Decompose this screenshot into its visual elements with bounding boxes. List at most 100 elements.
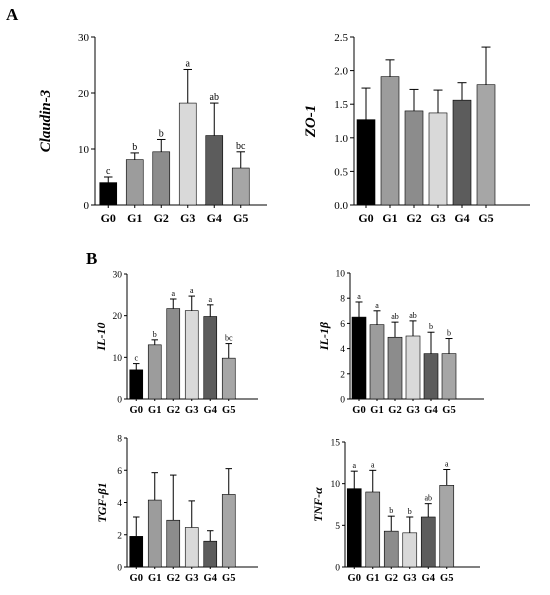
x-tick-label: G0 bbox=[358, 211, 373, 225]
bar bbox=[221, 494, 236, 568]
panel-label-b: B bbox=[86, 249, 97, 268]
significance-label: b bbox=[153, 330, 157, 339]
y-tick-label: 6 bbox=[340, 320, 345, 330]
significance-label: ab bbox=[210, 92, 219, 103]
y-tick-label: 4 bbox=[117, 499, 122, 509]
y-tick-label: 0 bbox=[335, 564, 340, 574]
y-tick-label: 2.5 bbox=[334, 32, 348, 44]
significance-label: a bbox=[171, 289, 175, 298]
y-tick-label: 20 bbox=[78, 88, 90, 100]
y-tick-label: 2.0 bbox=[334, 66, 348, 78]
y-tick-label: 30 bbox=[78, 32, 90, 44]
significance-label: a bbox=[375, 301, 379, 310]
bar bbox=[147, 499, 162, 568]
chart-2: 0.0 0.5 1.0 1.5 2.0 2.5 ZO-1 G0 G1 G2 G3 G4 G5 bbox=[303, 32, 530, 225]
x-tick-label: G5 bbox=[222, 573, 235, 584]
x-tick-label: G4 bbox=[454, 211, 469, 225]
x-tick-label: G0 bbox=[130, 573, 143, 584]
y-tick-label: 2 bbox=[340, 370, 345, 380]
x-tick-label: G2 bbox=[167, 573, 180, 584]
y-tick-label: 10 bbox=[336, 270, 346, 280]
bar bbox=[178, 102, 197, 206]
y-axis-label: ZO-1 bbox=[303, 105, 319, 139]
x-tick-label: G1 bbox=[148, 573, 161, 584]
x-tick-label: G0 bbox=[101, 211, 116, 225]
x-tick-label: G2 bbox=[167, 405, 180, 416]
bar bbox=[99, 182, 118, 206]
significance-label: a bbox=[357, 292, 361, 301]
x-tick-label: G3 bbox=[430, 211, 445, 225]
x-tick-label: G0 bbox=[348, 573, 361, 584]
significance-label: a bbox=[352, 461, 356, 470]
bar bbox=[439, 485, 455, 568]
y-tick-label: 0 bbox=[117, 564, 122, 574]
x-tick-label: G4 bbox=[422, 573, 436, 584]
x-tick-label: G5 bbox=[478, 211, 493, 225]
chart-4: 0 2 4 6 8 10 IL-1β G0 a G1 a G2 ab G3 ab G4 b G5 b bbox=[317, 270, 484, 416]
chart-1: 0 10 20 30 Claudin-3 G0 c G1 b G2 b G3 a G4 ab G5 bc bbox=[38, 32, 267, 225]
significance-label: ab bbox=[424, 494, 432, 503]
x-tick-label: G5 bbox=[233, 211, 248, 225]
bar bbox=[441, 353, 457, 400]
y-tick-label: 1.5 bbox=[334, 99, 348, 111]
bar bbox=[346, 488, 362, 568]
panel-label-a: A bbox=[6, 5, 19, 24]
bar bbox=[125, 159, 144, 206]
x-tick-label: G4 bbox=[204, 405, 218, 416]
x-tick-label: G1 bbox=[370, 405, 383, 416]
significance-label: a bbox=[208, 295, 212, 304]
x-tick-label: G4 bbox=[204, 573, 218, 584]
x-tick-label: G2 bbox=[388, 405, 401, 416]
y-tick-label: 2 bbox=[117, 531, 122, 541]
y-tick-label: 10 bbox=[78, 144, 90, 156]
significance-label: c bbox=[106, 166, 111, 177]
y-tick-label: 20 bbox=[113, 312, 123, 322]
x-tick-label: G5 bbox=[442, 405, 455, 416]
y-tick-label: 5 bbox=[335, 522, 340, 532]
bar bbox=[203, 316, 218, 400]
y-tick-label: 8 bbox=[340, 295, 345, 305]
bar bbox=[404, 110, 424, 206]
significance-label: b bbox=[389, 506, 393, 515]
significance-label: a bbox=[371, 460, 375, 469]
significance-label: b bbox=[408, 507, 412, 516]
x-tick-label: G4 bbox=[207, 211, 222, 225]
x-tick-label: G1 bbox=[148, 405, 161, 416]
bar bbox=[383, 530, 399, 568]
significance-label: b bbox=[159, 128, 164, 139]
x-tick-label: G2 bbox=[406, 211, 421, 225]
bar bbox=[365, 491, 381, 568]
bar bbox=[221, 357, 236, 400]
bar bbox=[203, 540, 218, 568]
bar bbox=[129, 536, 144, 568]
bar bbox=[166, 308, 181, 400]
x-tick-label: G3 bbox=[406, 405, 419, 416]
y-tick-label: 0.5 bbox=[334, 166, 348, 178]
significance-label: bc bbox=[236, 141, 246, 152]
bar bbox=[428, 112, 448, 206]
bar bbox=[231, 167, 250, 206]
bar bbox=[380, 76, 400, 206]
bar bbox=[147, 344, 162, 400]
y-tick-label: 0 bbox=[84, 200, 90, 212]
bar bbox=[184, 527, 199, 568]
significance-label: ab bbox=[391, 312, 399, 321]
chart-6: 0 5 10 15 TNF-α G0 a G1 a G2 b G3 b G4 ab G5 a bbox=[311, 439, 480, 584]
significance-label: a bbox=[186, 58, 191, 69]
x-tick-label: G1 bbox=[366, 573, 379, 584]
significance-label: b bbox=[132, 142, 137, 153]
y-tick-label: 8 bbox=[117, 435, 122, 445]
bar bbox=[184, 310, 199, 400]
y-tick-label: 0 bbox=[340, 396, 345, 406]
bar bbox=[387, 336, 403, 400]
x-tick-label: G1 bbox=[382, 211, 397, 225]
x-tick-label: G4 bbox=[424, 405, 438, 416]
y-tick-label: 4 bbox=[340, 345, 345, 355]
x-tick-label: G3 bbox=[180, 211, 195, 225]
significance-label: ab bbox=[409, 311, 417, 320]
x-tick-label: G3 bbox=[185, 573, 198, 584]
y-tick-label: 6 bbox=[117, 467, 122, 477]
significance-label: b bbox=[447, 329, 451, 338]
significance-label: b bbox=[429, 322, 433, 331]
